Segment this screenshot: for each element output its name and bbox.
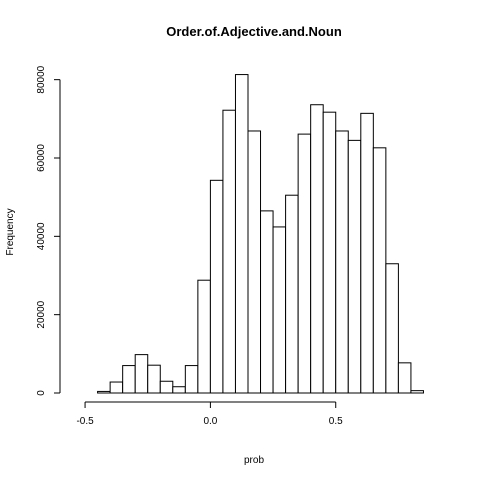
histogram-bar [272,226,287,394]
histogram-bar [285,194,299,394]
histogram-bar [410,390,424,394]
histogram-bar [184,365,199,394]
chart-title: Order.of.Adjective.and.Noun [166,24,342,39]
histogram-bar [335,130,349,394]
histogram-bar [397,362,412,394]
histogram-bar [147,364,161,394]
histogram-bar [109,381,124,394]
histogram-bar [297,133,312,394]
x-axis: -0.5 0.0 0.5 [76,401,343,427]
x-axis-label: prob [244,455,264,466]
y-tick-label: 40000 [36,222,47,250]
histogram-bar [360,112,374,394]
histogram-bar [310,104,324,394]
histogram-bar [197,279,211,394]
histogram-bars [97,74,424,394]
histogram-bar [385,263,399,394]
y-tick-label: 20000 [36,300,47,328]
y-tick-label: 60000 [36,144,47,172]
x-tick-label: 0.0 [203,416,217,427]
y-axis: 0 20000 40000 60000 80000 [36,65,61,396]
histogram-bar [122,365,136,394]
histogram-bar [260,210,274,394]
histogram-bar [209,179,224,394]
histogram-bar [322,111,337,394]
y-tick-label: 80000 [36,65,47,93]
histogram-bar [234,74,249,394]
histogram-bar [247,130,262,394]
histogram-bar [159,380,174,394]
x-tick-label: -0.5 [76,416,94,427]
x-tick-label: 0.5 [329,416,343,427]
histogram-bar [347,139,362,394]
histogram-bar [222,109,236,394]
histogram-bar [97,390,111,394]
histogram-bar [372,147,387,394]
histogram-bar [172,386,186,394]
y-tick-label: 0 [36,390,47,396]
histogram-bar [134,354,149,394]
y-axis-label: Frequency [5,208,16,255]
